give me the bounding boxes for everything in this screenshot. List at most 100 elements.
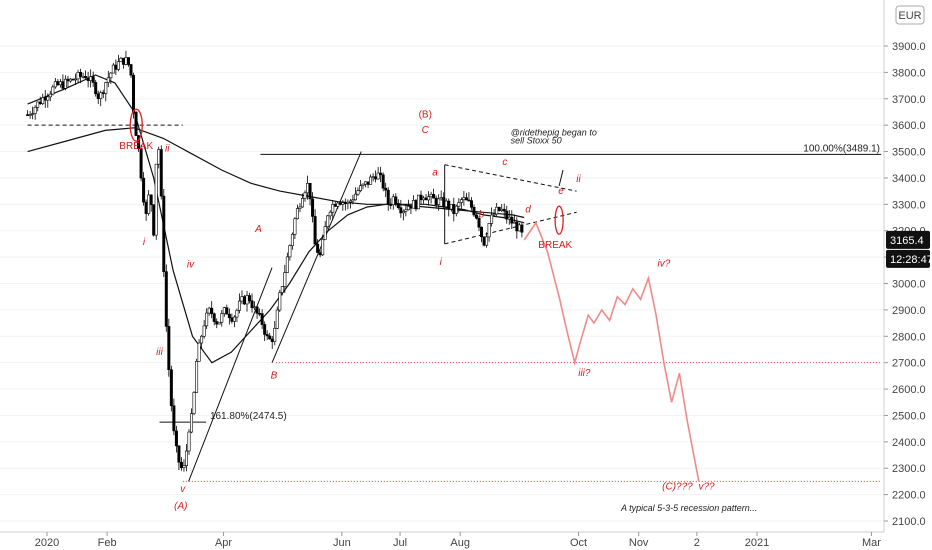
candle-up [348, 200, 352, 203]
x-tick-label: Feb [98, 537, 117, 549]
candle-up [459, 199, 463, 203]
candle-down [311, 198, 315, 217]
candle-up [500, 208, 504, 211]
y-tick-label: 2300.0 [892, 463, 926, 475]
candle-up [353, 193, 357, 201]
candle-up [416, 194, 420, 210]
candle-down [482, 236, 486, 246]
x-tick-label: Nov [629, 537, 649, 549]
x-tick-label: 2020 [35, 537, 59, 549]
break-ellipse [554, 205, 564, 235]
candle-down [129, 64, 133, 76]
proj-label-C: (C)??? [662, 481, 693, 492]
candle-up [487, 223, 491, 238]
candle-down [142, 177, 146, 203]
candle-down [101, 92, 105, 94]
candle-up [490, 214, 494, 224]
candle-down [424, 197, 428, 201]
candle-up [406, 206, 410, 211]
candle-down [91, 76, 95, 83]
sub-wave-c: c [502, 157, 507, 168]
candle-up [278, 292, 282, 311]
price-series [26, 50, 524, 472]
trendline-c [271, 151, 362, 363]
candle-down [472, 206, 476, 216]
candle-down [263, 324, 267, 335]
candle-down [520, 224, 524, 233]
wave-label-A-paren: (A) [174, 501, 187, 512]
break-markers [129, 108, 564, 235]
y-tick-label: 3300.0 [892, 199, 926, 211]
y-tick-label: 2700.0 [892, 358, 926, 370]
candle-down [86, 77, 90, 81]
candle-up [495, 206, 499, 215]
candle-up [351, 199, 355, 202]
candle-up [28, 114, 32, 116]
candle-up [401, 211, 405, 214]
sub-wave-e: e [558, 186, 564, 197]
candle-down [477, 217, 481, 228]
note-author-2: sell Stoxx 50 [511, 136, 562, 146]
candle-up [298, 206, 302, 209]
y-tick-label: 2200.0 [892, 490, 926, 502]
y-tick-label: 3600.0 [892, 120, 926, 132]
wave-label-C: C [422, 125, 430, 136]
candle-up [331, 204, 335, 213]
candle-up [341, 202, 345, 205]
candle-down [250, 300, 254, 309]
candle-up [157, 149, 161, 165]
wave-label-v: v [180, 484, 186, 495]
projection-path [523, 221, 700, 482]
candle-down [447, 200, 451, 210]
candle-up [336, 202, 340, 207]
candle-up [326, 215, 330, 227]
candle-down [132, 74, 136, 113]
x-tick-label: Apr [215, 537, 232, 549]
candle-down [139, 148, 143, 179]
candle-up [202, 325, 206, 337]
candle-down [313, 216, 317, 245]
candle-up [245, 295, 249, 305]
candle-down [270, 338, 274, 342]
candle-up [273, 328, 277, 342]
candle-down [230, 317, 234, 322]
y-tick-label: 2400.0 [892, 437, 926, 449]
candle-up [51, 86, 55, 95]
fib-100-label: 100.00%(3489.1) [803, 143, 880, 154]
candle-down [96, 93, 100, 99]
candle-up [321, 239, 325, 256]
candle-down [452, 204, 456, 214]
candle-down [242, 296, 246, 305]
candle-up [58, 81, 62, 86]
candle-up [429, 194, 433, 197]
candle-up [41, 97, 45, 104]
x-tick-label: 2 [694, 537, 700, 549]
footer-note: A typical 5-3-5 recession pattern... [620, 503, 757, 513]
candle-up [376, 172, 380, 180]
candle-down [169, 369, 173, 407]
candle-up [184, 450, 188, 466]
candle-down [134, 111, 138, 136]
candle-down [308, 182, 312, 200]
candle-down [258, 312, 262, 315]
candle-up [232, 316, 236, 322]
candle-up [106, 77, 110, 83]
candle-up [217, 321, 221, 325]
y-tick-label: 3500.0 [892, 147, 926, 159]
currency-badge: EUR [898, 10, 921, 22]
candle-down [318, 252, 322, 256]
wave-label-A: A [254, 224, 262, 235]
x-tick-label: Mar [862, 537, 881, 549]
candle-up [303, 192, 307, 199]
candle-up [283, 272, 287, 287]
candle-down [162, 195, 166, 272]
candle-down [505, 210, 509, 220]
candle-up [63, 78, 67, 89]
candle-up [33, 107, 37, 114]
candle-down [56, 81, 60, 86]
candle-up [288, 245, 292, 258]
triangle-upper [444, 164, 577, 192]
x-axis: 2020 Feb Apr Jun Jul Aug Oct Nov 2 2021 Mar [0, 531, 884, 549]
candle-down [212, 313, 216, 322]
